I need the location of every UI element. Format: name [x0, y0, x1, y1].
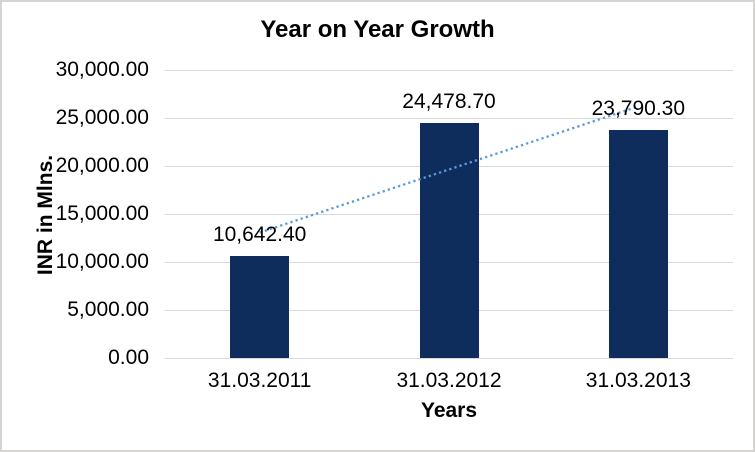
y-tick-label: 10,000.00	[55, 250, 149, 273]
plot-area: 10,642.40 24,478.70 23,790.30	[165, 69, 733, 359]
trendline-line	[259, 105, 639, 234]
gridline	[165, 117, 733, 119]
trendline	[259, 105, 639, 234]
x-tick-label: 31.03.2011	[207, 369, 312, 392]
bar-value-label: 10,642.40	[212, 222, 307, 246]
bar	[419, 123, 479, 358]
y-tick-label: 20,000.00	[55, 154, 149, 177]
y-tick-label: 5,000.00	[67, 298, 149, 321]
chart-title: Year on Year Growth	[260, 16, 495, 43]
bar	[608, 129, 668, 358]
bar	[230, 255, 290, 358]
bar-value-label: 23,790.30	[591, 96, 686, 120]
y-tick-label: 15,000.00	[55, 202, 149, 225]
x-axis-title: Years	[420, 399, 478, 422]
y-tick-label: 0.00	[108, 346, 149, 369]
gridline	[165, 357, 733, 359]
y-tick-label: 30,000.00	[55, 58, 149, 81]
x-tick-label: 31.03.2013	[585, 369, 691, 392]
x-tick-label: 31.03.2012	[396, 369, 502, 392]
gridline	[165, 69, 733, 71]
y-tick-label: 25,000.00	[55, 106, 149, 129]
y-axis-tick-labels: 0.00 5,000.00 10,000.00 15,000.00 20,000.00 2…	[2, 2, 149, 450]
bar-value-label: 24,478.70	[402, 90, 496, 113]
